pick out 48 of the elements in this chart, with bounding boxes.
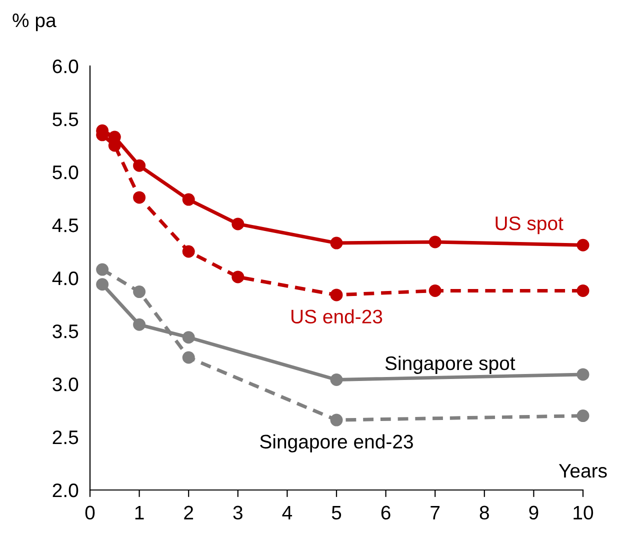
y-tick-label: 3.5: [52, 324, 78, 338]
point: [182, 193, 195, 206]
y-axis-title: % pa: [12, 14, 56, 32]
point: [330, 414, 343, 426]
x-tick-label: 1: [135, 506, 144, 520]
point: [133, 191, 146, 204]
point: [428, 284, 442, 297]
y-tick-label: 5.5: [52, 112, 78, 126]
y-tick-label: 2.0: [52, 483, 78, 498]
series-label: Singapore end-23: [260, 434, 413, 452]
point: [330, 288, 343, 302]
point: [428, 236, 442, 248]
x-tick-label: 7: [430, 506, 440, 520]
point: [96, 278, 109, 291]
point: [182, 351, 195, 364]
x-tick-label: 9: [529, 506, 538, 520]
y-tick-label: 4.0: [52, 271, 78, 286]
point: [182, 245, 195, 258]
point: [133, 159, 146, 172]
point: [576, 410, 590, 422]
point: [133, 318, 146, 331]
point: [96, 263, 109, 276]
point: [576, 284, 590, 297]
point: [133, 286, 146, 298]
x-tick-label: 6: [381, 506, 390, 520]
x-tick-label: 3: [233, 506, 242, 520]
point: [232, 270, 244, 284]
y-tick-label: 6.0: [52, 59, 78, 74]
y-tick-label: 5.0: [52, 165, 78, 180]
x-tick-label: 5: [332, 506, 342, 520]
series-label: Singapore spot: [385, 356, 516, 374]
x-tick-label: 0: [85, 506, 95, 520]
y-tick-label: 2.5: [52, 430, 78, 444]
point: [232, 218, 244, 230]
x-tick-label: 8: [480, 506, 489, 520]
point: [330, 236, 343, 250]
y-tick-label: 4.5: [52, 218, 78, 232]
x-axis-title: Years: [558, 464, 607, 478]
series-label: US spot: [496, 216, 564, 234]
x-tick-label: 10: [574, 506, 594, 520]
x-tick-label: 4: [282, 506, 292, 520]
x-tick-label: 2: [184, 506, 194, 520]
point: [330, 374, 343, 386]
y-tick-label: 3.0: [52, 377, 78, 392]
point: [576, 368, 590, 381]
series-label: US end-23: [292, 309, 382, 324]
point: [182, 331, 195, 344]
point: [576, 238, 590, 252]
